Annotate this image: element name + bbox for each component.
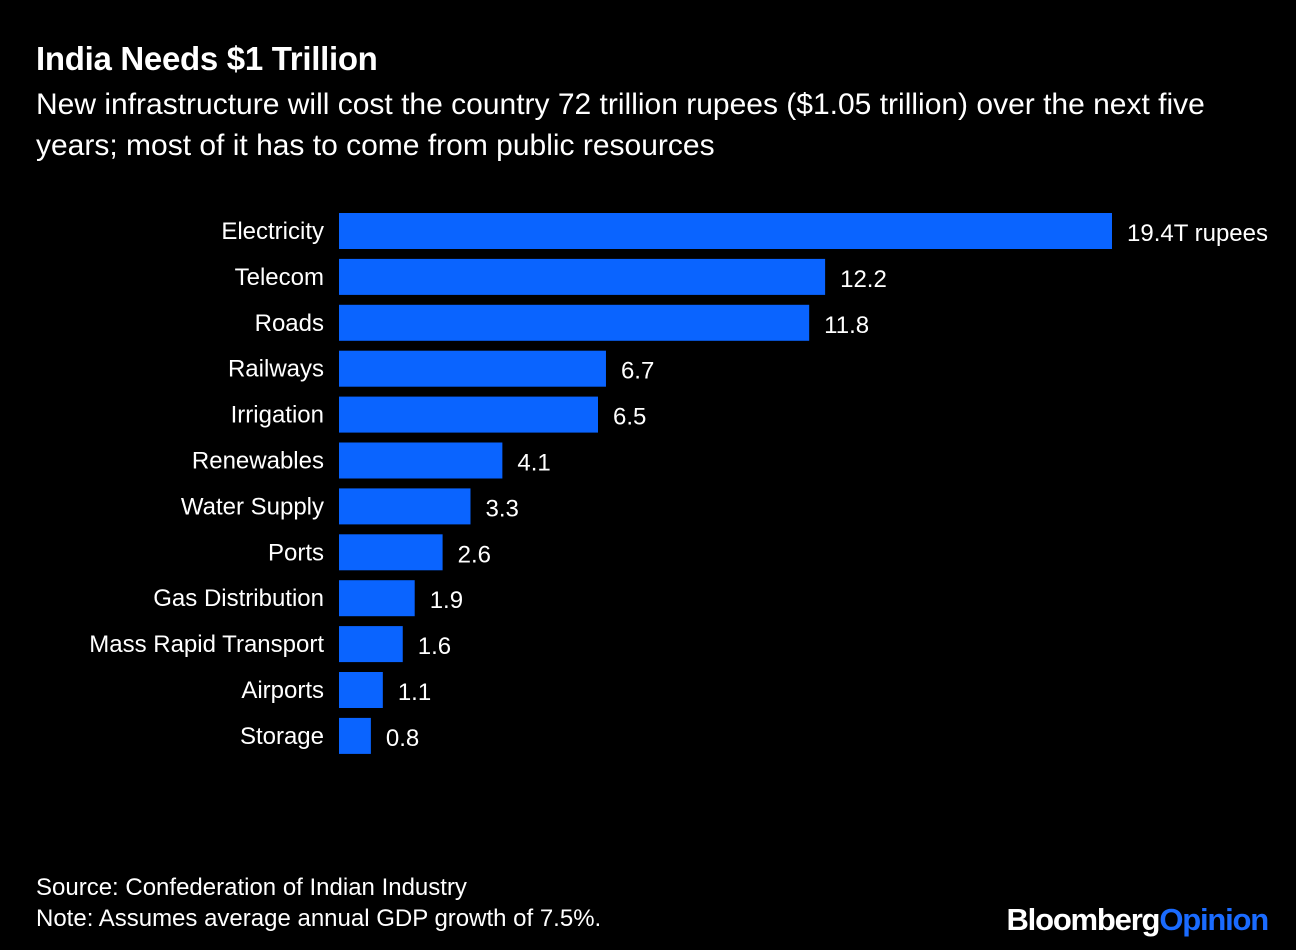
value-label: 6.5	[613, 404, 646, 431]
chart-title: India Needs $1 Trillion	[36, 40, 378, 77]
value-label: 6.7	[621, 358, 654, 385]
bar	[339, 350, 606, 387]
category-label: Water Supply	[181, 493, 324, 520]
source-note: Source: Confederation of Indian Industry	[36, 874, 467, 901]
category-label: Ports	[268, 539, 324, 566]
value-label: 11.8	[824, 312, 869, 339]
category-label: Mass Rapid Transport	[89, 631, 324, 658]
category-label: Irrigation	[231, 402, 324, 429]
value-label: 1.9	[430, 587, 463, 614]
brand-bloomberg: Bloomberg	[1006, 902, 1160, 937]
value-label: 4.1	[517, 450, 550, 477]
bar	[339, 488, 471, 525]
bloomberg-opinion-logo: BloombergOpinion	[1006, 902, 1269, 938]
value-label: 1.6	[418, 633, 451, 660]
bar	[339, 672, 383, 708]
category-label: Airports	[241, 677, 324, 704]
value-label: 2.6	[458, 541, 491, 568]
value-label: 12.2	[840, 266, 887, 293]
bar-chart: Electricity 19.4T rupees Telecom 12.2 Roads 1…	[89, 213, 1268, 754]
category-label: Electricity	[221, 218, 324, 245]
value-label: 3.3	[485, 495, 518, 522]
bar	[339, 396, 598, 433]
chart-subtitle: New infrastructure will cost the country…	[36, 88, 1205, 162]
bar	[339, 442, 503, 479]
bar	[339, 580, 415, 617]
value-label: 1.1	[398, 679, 431, 706]
bar	[339, 304, 810, 341]
bar	[339, 258, 826, 295]
assumption-note: Note: Assumes average annual GDP growth …	[36, 905, 602, 932]
category-label: Storage	[240, 723, 324, 750]
category-label: Telecom	[235, 264, 324, 291]
bar	[339, 717, 371, 754]
chart-footer: Source: Confederation of Indian Industry…	[36, 872, 601, 934]
category-label: Gas Distribution	[153, 585, 324, 612]
bar	[339, 213, 1112, 249]
category-label: Renewables	[192, 448, 324, 475]
category-label: Roads	[255, 310, 324, 337]
category-label: Railways	[228, 356, 324, 383]
brand-opinion: Opinion	[1159, 902, 1269, 937]
value-label: 0.8	[386, 725, 419, 752]
bar	[339, 626, 403, 663]
value-label: 19.4T rupees	[1127, 220, 1268, 247]
bar	[339, 534, 443, 571]
